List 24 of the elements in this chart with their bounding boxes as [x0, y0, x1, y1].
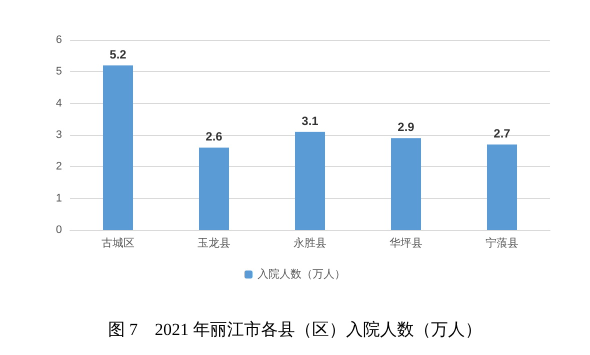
bar	[391, 138, 421, 230]
bar	[103, 65, 133, 230]
x-tick-label: 玉龙县	[198, 236, 230, 250]
bar	[199, 148, 229, 230]
data-label: 3.1	[302, 114, 319, 128]
bar	[295, 132, 325, 230]
x-tick-label: 永胜县	[294, 236, 326, 250]
bar	[487, 144, 517, 230]
y-tick-label: 0	[56, 224, 62, 236]
y-tick-label: 6	[56, 34, 62, 46]
legend-label: 入院人数（万人）	[258, 268, 346, 280]
data-label: 2.6	[206, 130, 223, 144]
text: 图 7 2021 年丽江市各县（区）入院人数（万人）	[108, 320, 482, 339]
x-tick-label: 宁蒗县	[486, 236, 518, 250]
y-tick-label: 2	[56, 160, 62, 173]
y-tick-label: 5	[56, 66, 62, 78]
y-tick-label: 3	[56, 129, 62, 141]
x-tick-label: 古城区	[102, 236, 134, 250]
data-label: 2.7	[494, 126, 511, 140]
y-tick-label: 4	[56, 97, 62, 110]
data-label: 2.9	[398, 120, 415, 134]
x-tick-label: 华坪县	[390, 238, 422, 250]
y-tick-label: 1	[56, 192, 62, 204]
data-label: 5.2	[110, 47, 127, 62]
